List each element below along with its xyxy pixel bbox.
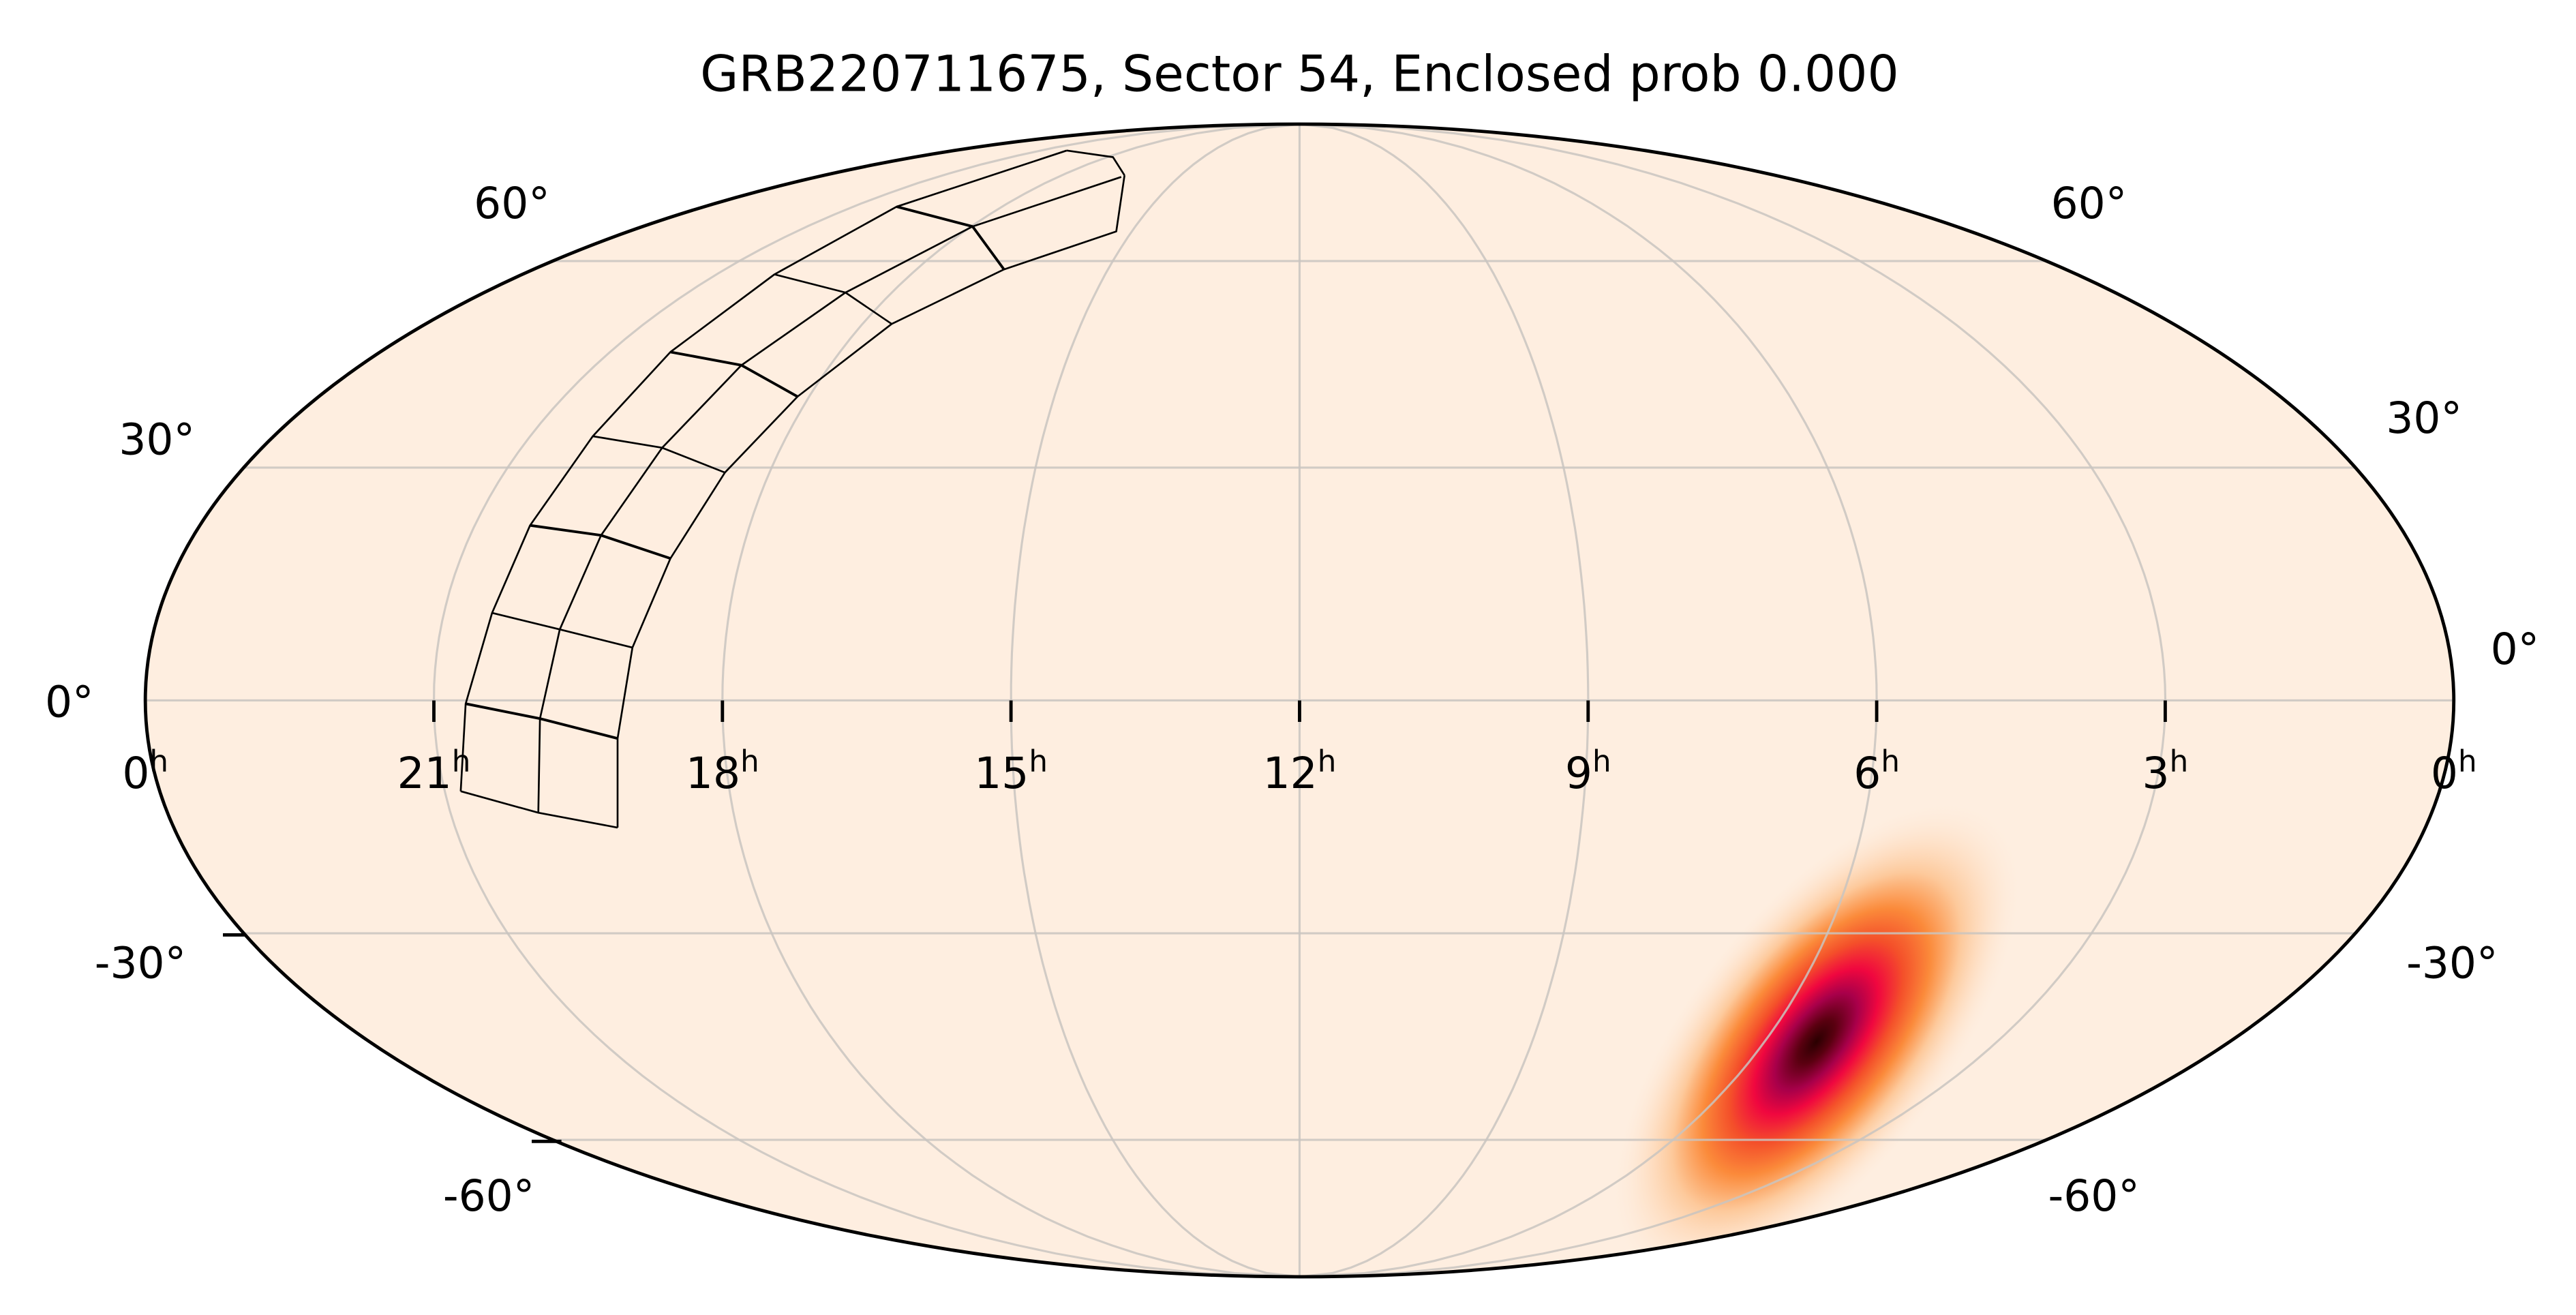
ccd-boundary: [465, 702, 618, 740]
ccd-boundary: [670, 350, 798, 398]
ticks: [223, 700, 2167, 1143]
y-tick-label-right: -30°: [2406, 938, 2498, 988]
tess-footprint: [459, 149, 1125, 829]
plot-frame: [143, 122, 2456, 1279]
y-tick-label-left: 60°: [474, 179, 550, 228]
y-tick-label-right: 30°: [2386, 393, 2462, 443]
x-tick-label: 15h: [974, 745, 1048, 798]
x-tick-label: 12h: [1263, 745, 1337, 798]
ccd-boundary: [774, 273, 892, 325]
footprint-right-edge: [616, 175, 1125, 828]
y-tick-label-right: 0°: [2491, 624, 2540, 674]
x-tick-label: 9h: [1565, 745, 1611, 798]
meridian-gridline: [1299, 124, 1590, 1277]
meridian-gridline: [721, 124, 1300, 1277]
y-tick-label-left: -60°: [443, 1171, 534, 1221]
footprint-top-edge: [1066, 149, 1125, 176]
y-tick-label-left: 30°: [119, 415, 195, 465]
meridian-gridline: [1010, 124, 1300, 1277]
y-tick-label-left: -30°: [95, 938, 186, 988]
x-tick-label: 18h: [686, 745, 759, 798]
chart-title: GRB220711675, Sector 54, Enclosed prob 0…: [700, 46, 1899, 104]
meridian-gridline: [433, 124, 1300, 1277]
ccd-boundary: [491, 611, 633, 649]
grid: [145, 124, 2454, 1277]
y-tick-label-right: 60°: [2051, 179, 2127, 228]
x-tick-label: 6h: [1853, 745, 1900, 798]
y-tick-label-right: -60°: [2048, 1171, 2139, 1221]
ccd-boundary: [592, 435, 725, 474]
x-tick-label: 0h: [122, 745, 168, 798]
probability-blob: [1610, 800, 2022, 1277]
meridian-gridline: [1299, 124, 2167, 1277]
y-tick-label-left: 0°: [45, 678, 94, 727]
meridian-gridline: [1299, 124, 1878, 1277]
ccd-boundary: [460, 790, 618, 829]
tick-labels: 0h 21h 18h 15h 12h 9h 6h 3h 0h 60° 60° 30° 30° 0° 0° -3…: [45, 179, 2539, 1221]
x-tick-label: 3h: [2142, 745, 2189, 798]
x-tick-label: 0h: [2431, 745, 2477, 798]
ccd-boundary: [530, 524, 671, 560]
probability-region: [1610, 800, 2022, 1277]
x-tick-label: 21h: [397, 745, 471, 798]
ccd-boundary: [896, 205, 1005, 271]
